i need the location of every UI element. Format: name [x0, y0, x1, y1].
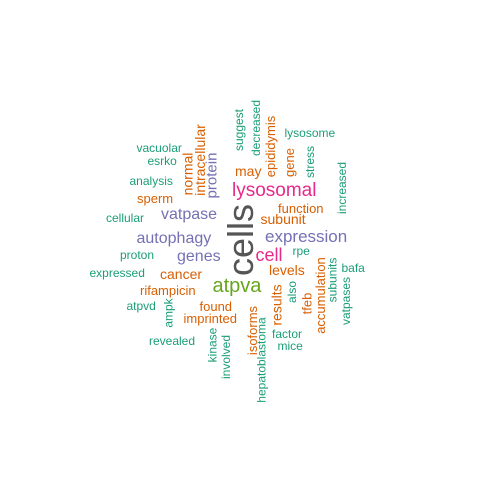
word-bafa: bafa — [341, 261, 365, 275]
word-cells: cells — [220, 203, 262, 277]
word-cellular: cellular — [106, 211, 145, 225]
word-expressed: expressed — [89, 266, 145, 280]
word-also: also — [285, 280, 300, 304]
word-found: found — [199, 298, 233, 314]
word-levels: levels — [269, 262, 305, 278]
word-function: function — [278, 200, 324, 216]
word-increased: increased — [335, 161, 350, 215]
word-tfeb: tfeb — [299, 292, 315, 314]
word-autophagy: autophagy — [136, 230, 212, 247]
word-epididymis: epididymis — [262, 115, 278, 177]
word-esrko: esrko — [147, 154, 177, 168]
word-stress: stress — [303, 145, 318, 179]
word-proton: proton — [120, 248, 155, 262]
word-cell: cell — [255, 245, 283, 265]
word-expression: expression — [265, 226, 348, 246]
word-suggest: suggest — [232, 108, 247, 152]
word-decreased: decreased — [249, 99, 264, 157]
word-ampk: ampk — [161, 298, 176, 328]
word-may: may — [235, 163, 262, 179]
word-revealed: revealed — [149, 334, 196, 348]
word-atpvd: atpvd — [126, 299, 156, 313]
word-hepatoblastoma: hepatoblastoma — [254, 317, 269, 403]
word-imprinted: imprinted — [183, 310, 237, 326]
word-atpva: atpva — [212, 275, 262, 297]
word-kinase: kinase — [204, 327, 219, 363]
word-rifampicin: rifampicin — [140, 282, 196, 298]
word-intracellular: intracellular — [191, 124, 208, 196]
word-mice: mice — [277, 339, 303, 353]
word-cancer: cancer — [160, 266, 203, 282]
word-accumulation: accumulation — [312, 256, 328, 334]
word-subunits: subunits — [324, 257, 339, 303]
word-vatpase: vatpase — [161, 206, 218, 223]
word-rpe: rpe — [292, 244, 310, 258]
word-subunit: subunit — [260, 211, 306, 227]
word-gene: gene — [281, 147, 297, 177]
word-genes: genes — [177, 248, 221, 265]
word-analysis: analysis — [129, 174, 173, 188]
word-vacuolar: vacuolar — [136, 141, 182, 155]
word-results: results — [268, 284, 285, 326]
word-sperm: sperm — [137, 190, 174, 206]
word-involved: involved — [219, 334, 234, 380]
word-factor: factor — [272, 327, 303, 341]
word-lysosome: lysosome — [284, 126, 336, 140]
word-lysosomal: lysosomal — [232, 179, 317, 201]
word-vatpases: vatpases — [339, 276, 354, 326]
